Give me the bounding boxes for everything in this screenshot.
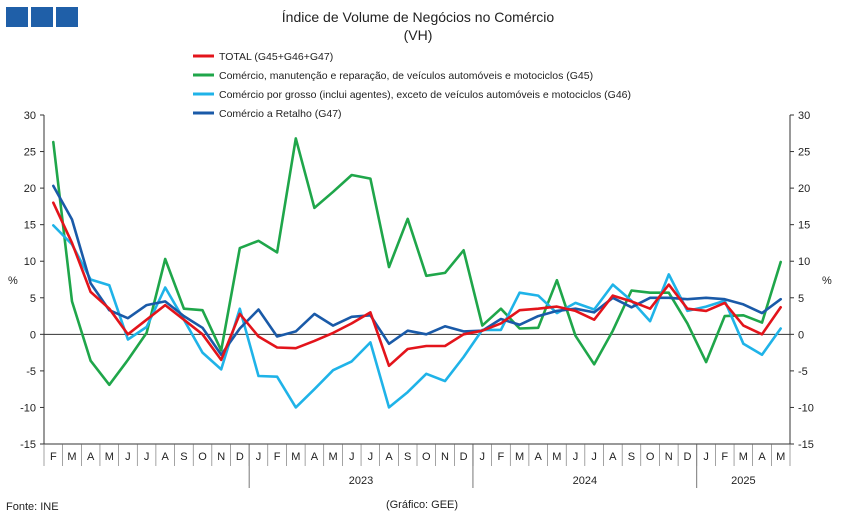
legend-label-g46: Comércio por grosso (inclui agentes), ex… [219,89,631,101]
y-axis-label-left: % [8,275,18,287]
x-tick-label: S [180,451,187,463]
x-tick-label: A [162,451,170,463]
x-tick-label: A [87,451,95,463]
x-tick-label: S [404,451,411,463]
x-tick-label: J [349,451,355,463]
x-tick-label: M [105,451,114,463]
x-tick-label: M [515,451,524,463]
y-tick-label-right: 10 [798,256,810,268]
x-tick-label: D [236,451,244,463]
y-tick-label-right: 0 [798,329,804,341]
logo-block-1 [6,7,28,27]
x-tick-label: J [144,451,150,463]
series-layer [51,137,783,409]
x-tick-label: A [385,451,393,463]
legend-label-total: TOTAL (G45+G46+G47) [219,51,333,63]
y-tick-label-right: 25 [798,147,810,159]
x-tick-label: F [721,451,728,463]
y-tick-label-left: -5 [26,366,36,378]
legend-label-g47: Comércio a Retalho (G47) [219,108,342,120]
x-tick-label: J [368,451,374,463]
x-tick-label: S [628,451,635,463]
x-tick-label: M [739,451,748,463]
x-tick-label: M [776,451,785,463]
source-note: Fonte: INE [6,501,59,513]
y-tick-label-right: -15 [798,439,814,451]
series-line [51,201,783,368]
year-label: 2025 [731,475,755,487]
legend-label-g45: Comércio, manutenção e reparação, de veí… [219,70,593,82]
x-tick-label: D [460,451,468,463]
y-tick-label-right: 15 [798,220,810,232]
x-tick-label: F [274,451,281,463]
x-tick-label: O [198,451,207,463]
y-tick-label-right: 30 [798,110,810,122]
x-tick-label: M [291,451,300,463]
y-tick-label-left: 30 [24,110,36,122]
series-line [51,224,783,409]
y-tick-label-right: 20 [798,183,810,195]
logo-block-3 [56,7,78,27]
x-tick-label: N [217,451,225,463]
year-label: 2023 [349,475,373,487]
x-tick-label: J [591,451,597,463]
y-tick-label-left: -10 [20,402,36,414]
x-tick-label: D [683,451,691,463]
y-tick-label-left: -15 [20,439,36,451]
year-label: 2024 [573,475,597,487]
chart-subtitle: (VH) [404,27,433,43]
y-tick-label-left: 15 [24,220,36,232]
legend: TOTAL (G45+G46+G47) Comércio, manutenção… [193,51,631,120]
y-tick-label-left: 25 [24,147,36,159]
x-tick-label: M [552,451,561,463]
x-tick-label: J [573,451,579,463]
x-tick-label: J [703,451,709,463]
y-axis-label-right: % [822,275,832,287]
x-tick-label: M [328,451,337,463]
x-tick-label: F [498,451,505,463]
x-tick-label: N [665,451,673,463]
y-tick-label-left: 5 [30,293,36,305]
x-tick-label: F [50,451,57,463]
chart-title: Índice de Volume de Negócios no Comércio [282,9,555,25]
x-tick-label: O [646,451,655,463]
x-tick-label: J [480,451,486,463]
y-tick-label-right: -10 [798,402,814,414]
x-tick-label: N [441,451,449,463]
y-tick-label-right: -5 [798,366,808,378]
y-tick-label-left: 10 [24,256,36,268]
x-tick-label: A [535,451,543,463]
series-line [51,137,783,387]
gee-logo [6,7,78,27]
x-tick-label: A [609,451,617,463]
x-tick-label: M [67,451,76,463]
x-tick-label: J [125,451,131,463]
x-tick-label: O [422,451,431,463]
y-tick-label-left: 20 [24,183,36,195]
y-tick-label-left: 0 [30,329,36,341]
logo-block-2 [31,7,53,27]
x-tick-label: A [311,451,319,463]
credit-note: (Gráfico: GEE) [386,499,458,511]
y-tick-label-right: 5 [798,293,804,305]
x-tick-label: A [758,451,766,463]
x-tick-label: J [256,451,262,463]
